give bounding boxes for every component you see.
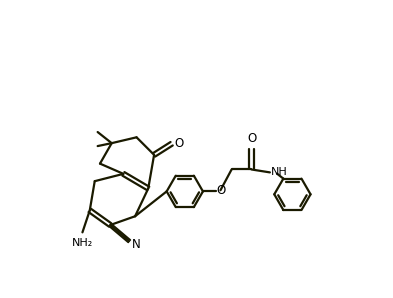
Text: N: N [132, 238, 140, 251]
Text: O: O [248, 132, 257, 145]
Text: NH₂: NH₂ [72, 238, 93, 248]
Text: NH: NH [270, 167, 287, 177]
Text: O: O [174, 137, 184, 150]
Text: O: O [217, 184, 226, 197]
